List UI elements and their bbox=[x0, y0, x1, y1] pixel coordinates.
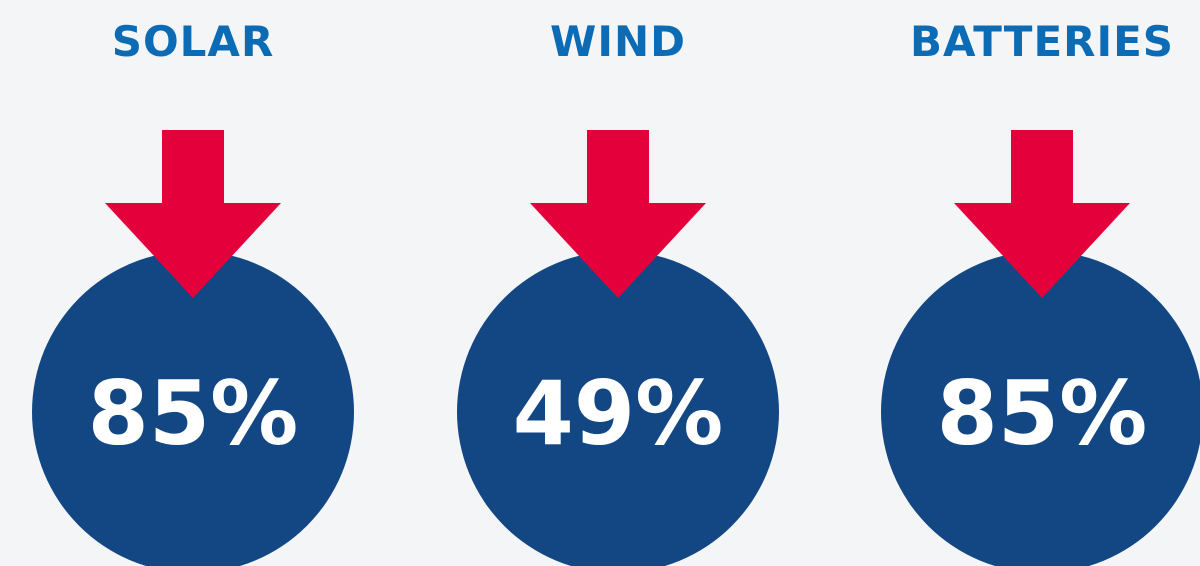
item-label: BATTERIES bbox=[910, 17, 1174, 66]
down-arrow bbox=[530, 130, 706, 298]
circle bbox=[457, 251, 779, 566]
circle bbox=[881, 251, 1200, 566]
down-arrow bbox=[954, 130, 1130, 298]
down-arrow bbox=[105, 130, 281, 298]
item-label: WIND bbox=[550, 17, 686, 66]
item-value: 49% bbox=[513, 362, 724, 465]
item-label: SOLAR bbox=[112, 17, 275, 66]
circle bbox=[32, 251, 354, 566]
item-value: 85% bbox=[937, 362, 1148, 465]
item-value: 85% bbox=[88, 362, 299, 465]
